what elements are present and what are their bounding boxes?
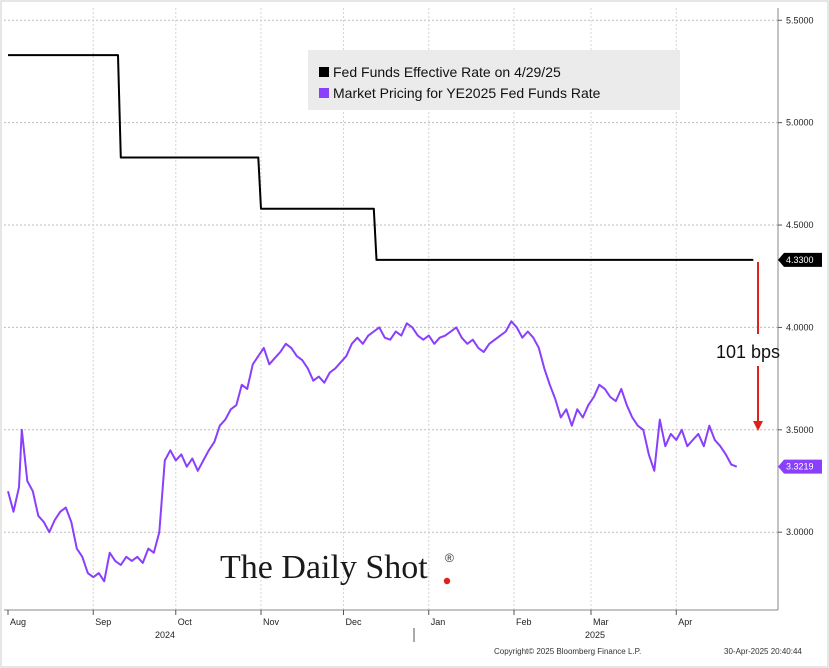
last-value-label: 4.3300 <box>786 255 814 265</box>
x-tick-label: Dec <box>346 617 363 627</box>
legend-background <box>308 50 680 110</box>
x-year-label: 2024 <box>155 630 175 640</box>
annotation-arrowhead <box>753 421 763 431</box>
last-value-tag-bg <box>778 459 822 474</box>
y-tick-label: 4.5000 <box>786 220 814 230</box>
timestamp-text: 30-Apr-2025 20:40:44 <box>724 647 802 656</box>
legend-swatch-fed-funds <box>319 67 329 77</box>
x-tick-label: Mar <box>593 617 609 627</box>
watermark-red-dot <box>443 577 451 585</box>
x-tick-label: Feb <box>516 617 532 627</box>
copyright-text: Copyright© 2025 Bloomberg Finance L.P. <box>494 647 641 656</box>
series-line-market-pricing <box>7 320 738 583</box>
y-tick-label: 5.5000 <box>786 15 814 25</box>
axis-layer: 5.5000 5.0000 4.5000 4.0000 3.5000 3.0000 Aug S… <box>4 8 822 642</box>
x-tick-label: Aug <box>10 617 26 627</box>
x-year-label: 2025 <box>585 630 605 640</box>
last-value-tag: 3.3219 <box>778 459 822 474</box>
watermark-registered-mark: ® <box>445 551 454 565</box>
x-tick-label: Apr <box>678 617 692 627</box>
legend: Fed Funds Effective Rate on 4/29/25 Mark… <box>308 50 680 110</box>
x-tick-label: Sep <box>95 617 111 627</box>
legend-label-market-pricing: Market Pricing for YE2025 Fed Funds Rate <box>333 85 601 101</box>
y-tick-label: 3.0000 <box>786 527 814 537</box>
y-tick-label: 5.0000 <box>786 118 814 128</box>
watermark-text: The Daily Shot <box>220 549 428 586</box>
series-line-fed-funds <box>8 54 754 261</box>
watermark-logo: The Daily Shot ® <box>220 549 454 586</box>
last-value-label: 3.3219 <box>786 462 814 472</box>
legend-swatch-market-pricing <box>319 88 329 98</box>
x-tick-label: Oct <box>178 617 193 627</box>
annotation-label: 101 bps <box>716 342 780 362</box>
x-tick-label: Nov <box>263 617 280 627</box>
series-layer <box>7 54 754 583</box>
last-value-tag-bg <box>778 252 822 267</box>
y-tick-label: 3.5000 <box>786 425 814 435</box>
x-tick-label: Jan <box>431 617 446 627</box>
last-value-tag: 4.3300 <box>778 252 822 267</box>
legend-label-fed-funds: Fed Funds Effective Rate on 4/29/25 <box>333 64 561 80</box>
spread-annotation: 101 bps <box>716 262 780 431</box>
y-tick-label: 4.0000 <box>786 322 814 332</box>
